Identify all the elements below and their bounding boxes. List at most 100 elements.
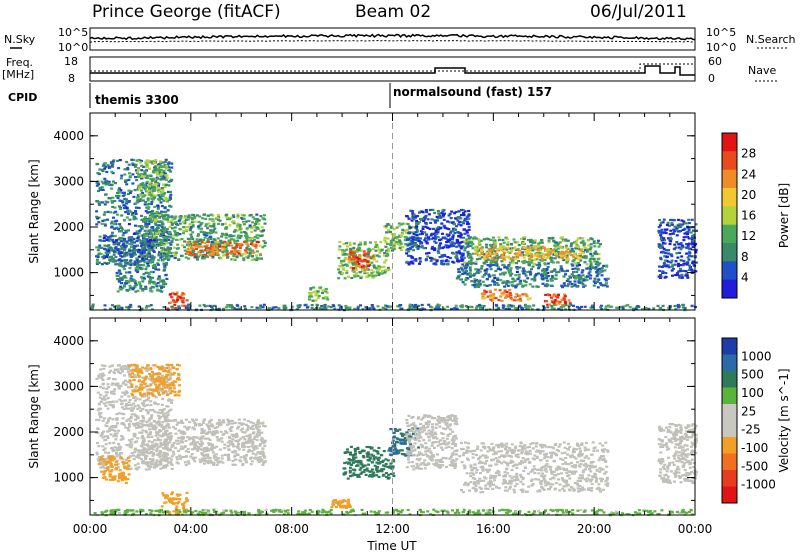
range-gate-cell: [143, 175, 146, 177]
range-gate-cell: [114, 446, 117, 448]
range-gate-cell: [422, 220, 425, 222]
range-gate-cell: [677, 270, 680, 272]
range-gate-cell: [154, 195, 157, 197]
range-gate-cell: [153, 239, 156, 241]
range-gate-cell: [561, 236, 564, 238]
range-gate-cell: [105, 256, 108, 258]
range-gate-cell: [277, 307, 280, 309]
range-gate-cell: [688, 243, 691, 245]
range-gate-cell: [165, 237, 168, 239]
range-gate-cell: [680, 242, 683, 244]
range-gate-cell: [676, 234, 679, 236]
range-gate-cell: [117, 244, 120, 246]
range-gate-cell: [415, 244, 418, 246]
range-gate-cell: [158, 187, 161, 189]
range-gate-cell: [118, 399, 121, 401]
range-gate-cell: [141, 290, 144, 292]
range-gate-cell: [144, 194, 147, 196]
range-gate-cell: [123, 408, 126, 410]
range-gate-cell: [107, 250, 110, 252]
range-gate-cell: [470, 280, 473, 282]
range-gate-cell: [171, 227, 174, 229]
range-gate-cell: [185, 307, 188, 309]
range-gate-cell: [383, 261, 386, 263]
range-gate-cell: [144, 216, 147, 218]
range-gate-cell: [311, 300, 314, 302]
range-gate-cell: [256, 250, 259, 252]
range-gate-cell: [230, 251, 233, 253]
range-gate-cell: [429, 257, 432, 259]
range-gate-cell: [207, 247, 210, 249]
range-gate-cell: [456, 239, 459, 241]
range-gate-cell: [503, 242, 506, 244]
nsky-series: [90, 35, 695, 40]
range-gate-cell: [601, 267, 604, 269]
range-gate-cell: [677, 265, 680, 267]
range-gate-cell: [524, 306, 527, 308]
range-gate-cell: [247, 244, 250, 246]
range-gate-cell: [125, 245, 128, 247]
range-gate-cell: [574, 283, 577, 285]
range-gate-cell: [120, 214, 123, 216]
range-gate-cell: [687, 245, 690, 247]
range-gate-cell: [126, 240, 129, 242]
range-gate-cell: [424, 237, 427, 239]
range-gate-cell: [412, 306, 415, 308]
range-gate-cell: [114, 256, 117, 258]
range-gate-cell: [106, 254, 109, 256]
range-gate-cell: [140, 458, 143, 460]
range-gate-cell: [186, 299, 189, 301]
range-gate-cell: [125, 183, 128, 185]
range-gate-cell: [379, 241, 382, 243]
range-gate-cell: [126, 207, 129, 209]
range-gate-cell: [597, 278, 600, 280]
range-gate-cell: [251, 255, 254, 257]
range-gate-cell: [151, 194, 154, 196]
range-gate-cell: [367, 265, 370, 267]
range-gate-cell: [560, 255, 563, 257]
range-gate-cell: [262, 218, 265, 220]
range-gate-cell: [530, 268, 533, 270]
range-gate-cell: [428, 252, 431, 254]
range-gate-cell: [257, 228, 260, 230]
range-gate-cell: [497, 248, 500, 250]
range-gate-cell: [529, 306, 532, 308]
range-gate-cell: [469, 236, 472, 238]
range-gate-cell: [460, 306, 463, 308]
range-gate-cell: [163, 227, 166, 229]
range-gate-cell: [418, 263, 421, 265]
range-gate-cell: [162, 193, 165, 195]
freq-tick-low: 8: [68, 72, 75, 85]
range-gate-cell: [545, 274, 548, 276]
range-gate-cell: [153, 251, 156, 253]
range-gate-cell: [134, 376, 137, 378]
range-gate-cell: [153, 162, 156, 164]
range-gate-cell: [477, 269, 480, 271]
range-gate-cell: [116, 214, 119, 216]
range-gate-cell: [151, 246, 154, 248]
range-gate-cell: [140, 245, 143, 247]
range-gate-cell: [143, 218, 146, 220]
range-gate-cell: [528, 258, 531, 260]
range-gate-cell: [382, 307, 385, 309]
range-gate-cell: [682, 306, 685, 308]
range-gate-cell: [526, 271, 529, 273]
range-gate-cell: [534, 247, 537, 249]
range-gate-cell: [430, 260, 433, 262]
range-gate-cell: [667, 222, 670, 224]
range-gate-cell: [591, 238, 594, 240]
range-gate-cell: [203, 245, 206, 247]
range-gate-cell: [168, 205, 171, 207]
range-gate-cell: [596, 275, 599, 277]
range-gate-cell: [417, 248, 420, 250]
range-gate-cell: [136, 408, 139, 410]
range-gate-cell: [158, 253, 161, 255]
range-gate-cell: [340, 260, 343, 262]
range-gate-cell: [186, 252, 189, 254]
range-gate-cell: [374, 246, 377, 248]
range-gate-cell: [152, 178, 155, 180]
range-gate-cell: [211, 241, 214, 243]
range-gate-cell: [168, 232, 171, 234]
range-gate-cell: [138, 281, 141, 283]
range-gate-cell: [106, 391, 109, 393]
